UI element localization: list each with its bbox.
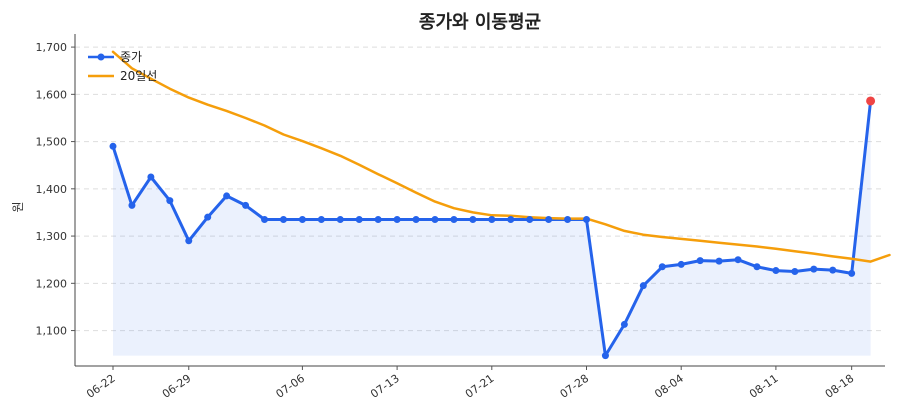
ma20-line <box>111 50 891 263</box>
legend-label-ma20: 20일선 <box>120 69 157 83</box>
y-tick-label: 1,200 <box>36 277 68 290</box>
close-marker <box>488 216 496 224</box>
close-marker <box>810 265 818 273</box>
close-marker <box>128 201 136 209</box>
close-marker <box>204 213 212 221</box>
last-close-marker <box>866 96 876 106</box>
close-marker <box>658 263 666 271</box>
grid <box>75 46 885 332</box>
close-marker <box>526 216 534 224</box>
y-tick-label: 1,600 <box>36 88 68 101</box>
close-marker <box>109 142 117 150</box>
close-marker <box>734 256 742 264</box>
legend: 종가 20일선 <box>88 50 157 83</box>
y-tick-labels: 1,100 1,200 1,300 1,400 1,500 1,600 1,700 <box>36 41 75 338</box>
x-tick-label: 06-22 <box>84 372 118 401</box>
close-marker <box>223 192 231 200</box>
close-marker <box>620 320 628 328</box>
x-tick-label: 08-11 <box>747 372 781 401</box>
close-marker <box>601 352 609 360</box>
x-tick-label: 08-18 <box>823 372 857 401</box>
x-tick-label: 07-21 <box>463 372 497 401</box>
close-marker <box>753 263 761 271</box>
axes <box>74 34 885 367</box>
close-area-fill <box>113 100 871 356</box>
close-marker <box>564 216 572 224</box>
close-marker <box>583 216 590 224</box>
x-tick-label: 07-13 <box>368 372 402 401</box>
close-marker <box>242 201 250 209</box>
close-marker <box>696 257 704 265</box>
y-tick-label: 1,700 <box>36 41 68 54</box>
y-tick-label: 1,400 <box>36 183 68 196</box>
legend-label-close: 종가 <box>120 50 142 64</box>
close-marker <box>545 216 553 224</box>
x-tick-label: 07-06 <box>273 372 307 401</box>
close-marker <box>355 216 363 224</box>
close-marker <box>715 257 723 265</box>
y-tick-label: 1,500 <box>36 136 68 149</box>
close-marker <box>166 197 174 205</box>
close-marker <box>677 260 685 268</box>
x-tick-label: 06-29 <box>160 372 194 401</box>
y-axis-label: 원 <box>11 201 25 212</box>
y-tick-label: 1,300 <box>36 230 68 243</box>
close-marker <box>450 216 458 224</box>
y-tick-label: 1,100 <box>36 325 68 338</box>
series-markers <box>109 96 876 360</box>
close-marker <box>317 216 325 224</box>
area-fill <box>113 100 871 356</box>
close-marker <box>279 216 287 224</box>
legend-marker-close <box>97 53 105 61</box>
close-marker <box>393 216 401 224</box>
chart-title: 종가와 이동평균 <box>419 12 541 33</box>
close-marker <box>298 216 306 224</box>
close-marker <box>185 237 193 245</box>
close-marker <box>469 216 477 224</box>
x-tick-labels: 06-22 06-29 07-06 07-13 07-21 07-28 08-04 08-11… <box>84 366 856 401</box>
close-marker <box>412 216 420 224</box>
close-marker <box>431 216 439 224</box>
close-marker <box>374 216 382 224</box>
close-marker <box>772 267 780 275</box>
close-marker <box>639 282 647 290</box>
x-tick-label: 07-28 <box>558 372 592 401</box>
close-marker <box>261 216 269 224</box>
close-marker <box>336 216 344 224</box>
close-marker <box>848 269 856 277</box>
close-marker <box>829 266 837 274</box>
x-tick-label: 08-04 <box>652 372 686 401</box>
close-marker <box>147 173 155 181</box>
close-marker <box>791 268 799 276</box>
close-marker <box>507 216 515 224</box>
